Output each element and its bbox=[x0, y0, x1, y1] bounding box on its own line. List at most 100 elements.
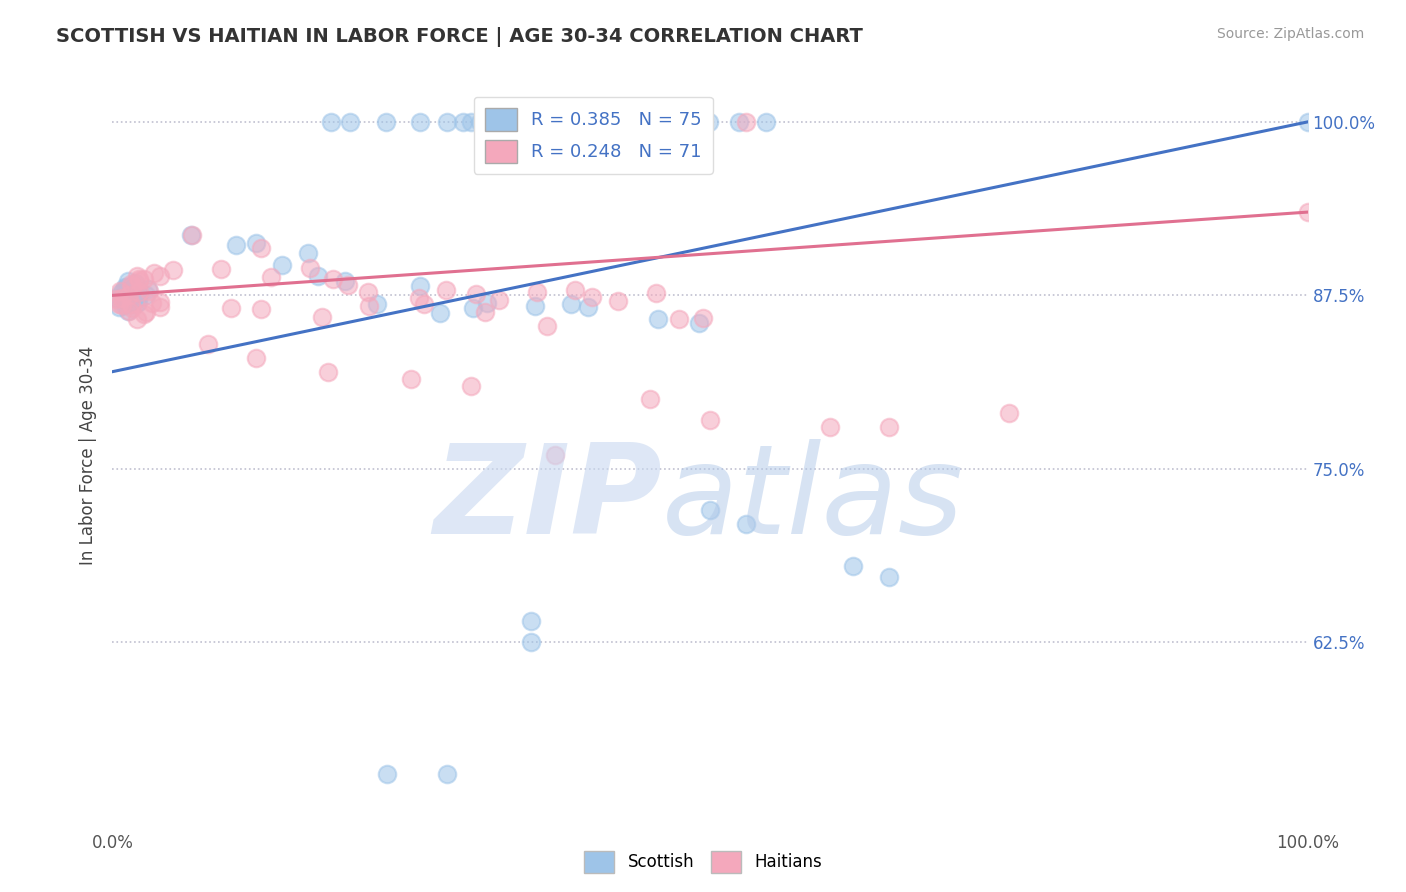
Point bbox=[879, 420, 901, 434]
Point bbox=[124, 276, 146, 290]
Point bbox=[148, 300, 170, 314]
Point bbox=[127, 296, 149, 310]
Point bbox=[484, 115, 506, 129]
Point bbox=[180, 227, 202, 242]
Point bbox=[408, 291, 430, 305]
Point bbox=[136, 282, 159, 296]
Point bbox=[108, 300, 131, 314]
Point bbox=[260, 269, 283, 284]
Point bbox=[105, 292, 128, 306]
Point bbox=[219, 301, 242, 315]
Point bbox=[581, 290, 603, 304]
Point bbox=[128, 271, 150, 285]
Point bbox=[127, 294, 149, 309]
Point bbox=[149, 269, 172, 284]
Legend: Scottish, Haitians: Scottish, Haitians bbox=[578, 845, 828, 880]
Point bbox=[579, 115, 602, 129]
Point bbox=[117, 295, 139, 310]
Point bbox=[672, 115, 695, 129]
Point bbox=[127, 285, 149, 299]
Y-axis label: In Labor Force | Age 30-34: In Labor Force | Age 30-34 bbox=[79, 345, 97, 565]
Point bbox=[434, 283, 457, 297]
Point bbox=[128, 285, 150, 299]
Point bbox=[249, 241, 271, 255]
Point bbox=[520, 615, 543, 629]
Point bbox=[127, 291, 149, 305]
Point bbox=[127, 269, 149, 284]
Text: SCOTTISH VS HAITIAN IN LABOR FORCE | AGE 30-34 CORRELATION CHART: SCOTTISH VS HAITIAN IN LABOR FORCE | AGE… bbox=[56, 27, 863, 46]
Point bbox=[645, 286, 668, 301]
Point bbox=[505, 115, 527, 129]
Point bbox=[735, 517, 758, 532]
Point bbox=[879, 570, 901, 584]
Point bbox=[576, 300, 599, 314]
Point bbox=[436, 767, 458, 781]
Point bbox=[460, 378, 482, 392]
Point bbox=[108, 284, 131, 298]
Point bbox=[436, 115, 458, 129]
Point bbox=[141, 296, 163, 310]
Point bbox=[569, 115, 592, 129]
Point bbox=[818, 420, 841, 434]
Point bbox=[451, 115, 474, 129]
Point bbox=[524, 299, 547, 313]
Point bbox=[316, 365, 339, 379]
Text: ZIP: ZIP bbox=[433, 440, 662, 560]
Point bbox=[488, 293, 510, 308]
Point bbox=[114, 280, 136, 294]
Point bbox=[603, 115, 626, 129]
Point bbox=[377, 767, 399, 781]
Point bbox=[401, 371, 423, 385]
Point bbox=[520, 115, 543, 129]
Point bbox=[543, 448, 565, 462]
Point bbox=[115, 279, 138, 293]
Point bbox=[409, 278, 432, 293]
Point bbox=[755, 115, 778, 129]
Point bbox=[134, 307, 156, 321]
Point bbox=[322, 272, 344, 286]
Point bbox=[270, 258, 292, 272]
Point bbox=[640, 392, 662, 407]
Point bbox=[297, 246, 319, 260]
Point bbox=[110, 286, 132, 301]
Point bbox=[118, 287, 141, 301]
Point bbox=[623, 115, 645, 129]
Point bbox=[409, 115, 432, 129]
Point bbox=[998, 406, 1021, 420]
Point bbox=[366, 297, 388, 311]
Point bbox=[336, 277, 359, 292]
Point bbox=[197, 337, 219, 351]
Point bbox=[121, 287, 143, 301]
Point bbox=[647, 312, 669, 326]
Point bbox=[209, 261, 232, 276]
Point bbox=[245, 351, 267, 365]
Point bbox=[496, 115, 519, 129]
Point bbox=[249, 301, 271, 316]
Point bbox=[526, 285, 548, 299]
Point bbox=[121, 278, 143, 293]
Point bbox=[117, 304, 139, 318]
Point bbox=[550, 115, 572, 129]
Point bbox=[842, 558, 865, 573]
Point bbox=[114, 298, 136, 312]
Point bbox=[668, 311, 690, 326]
Point bbox=[1296, 115, 1319, 129]
Point bbox=[118, 292, 141, 306]
Point bbox=[138, 284, 160, 298]
Point bbox=[120, 277, 142, 292]
Text: atlas: atlas bbox=[662, 440, 965, 560]
Point bbox=[111, 291, 134, 305]
Point bbox=[536, 318, 558, 333]
Point bbox=[375, 115, 398, 129]
Point bbox=[117, 274, 139, 288]
Point bbox=[162, 262, 184, 277]
Point bbox=[357, 285, 380, 299]
Point bbox=[463, 301, 485, 315]
Point bbox=[132, 272, 155, 286]
Point bbox=[181, 227, 204, 242]
Point bbox=[319, 115, 342, 129]
Point bbox=[692, 311, 714, 326]
Point bbox=[149, 295, 172, 310]
Point bbox=[460, 115, 482, 129]
Point bbox=[117, 288, 139, 302]
